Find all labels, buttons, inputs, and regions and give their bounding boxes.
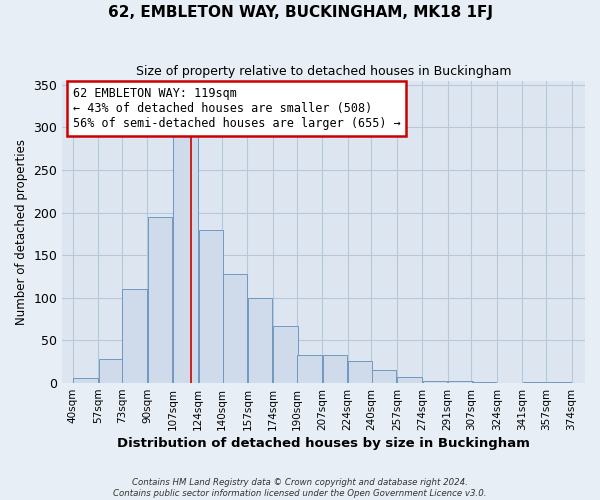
Bar bbox=[148, 217, 172, 383]
Text: 62, EMBLETON WAY, BUCKINGHAM, MK18 1FJ: 62, EMBLETON WAY, BUCKINGHAM, MK18 1FJ bbox=[107, 5, 493, 20]
Bar bbox=[547, 382, 571, 383]
Bar bbox=[122, 290, 147, 383]
X-axis label: Distribution of detached houses by size in Buckingham: Distribution of detached houses by size … bbox=[117, 437, 530, 450]
Bar bbox=[297, 355, 322, 383]
Bar bbox=[348, 361, 373, 383]
Bar bbox=[248, 298, 272, 383]
Bar bbox=[448, 382, 473, 383]
Bar bbox=[472, 382, 496, 383]
Bar bbox=[199, 230, 223, 383]
Bar bbox=[372, 370, 397, 383]
Bar bbox=[422, 382, 447, 383]
Text: Contains HM Land Registry data © Crown copyright and database right 2024.
Contai: Contains HM Land Registry data © Crown c… bbox=[113, 478, 487, 498]
Text: 62 EMBLETON WAY: 119sqm
← 43% of detached houses are smaller (508)
56% of semi-d: 62 EMBLETON WAY: 119sqm ← 43% of detache… bbox=[73, 86, 400, 130]
Bar bbox=[173, 136, 198, 383]
Bar bbox=[223, 274, 247, 383]
Y-axis label: Number of detached properties: Number of detached properties bbox=[15, 139, 28, 325]
Title: Size of property relative to detached houses in Buckingham: Size of property relative to detached ho… bbox=[136, 65, 511, 78]
Bar bbox=[274, 326, 298, 383]
Bar bbox=[73, 378, 98, 383]
Bar bbox=[397, 377, 422, 383]
Bar bbox=[98, 359, 123, 383]
Bar bbox=[523, 382, 547, 383]
Bar bbox=[323, 355, 347, 383]
